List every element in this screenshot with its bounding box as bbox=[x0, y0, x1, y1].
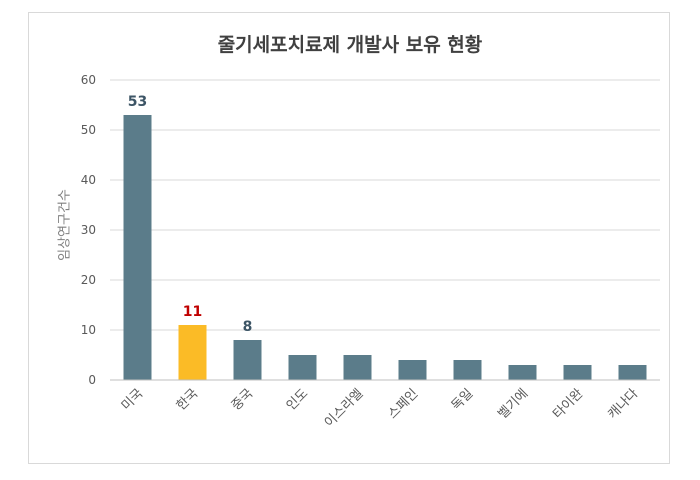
x-tick-label: 인도 bbox=[284, 386, 312, 414]
data-label: 8 bbox=[243, 319, 253, 335]
x-tick-label: 미국 bbox=[119, 386, 147, 414]
y-tick-label: 40 bbox=[81, 173, 96, 187]
x-tick-label: 중국 bbox=[229, 386, 257, 414]
bar bbox=[398, 360, 427, 380]
y-tick-label: 20 bbox=[81, 273, 96, 287]
y-tick-label: 30 bbox=[81, 223, 96, 237]
x-tick-label: 독일 bbox=[449, 386, 477, 414]
data-label: 11 bbox=[183, 304, 202, 320]
x-tick-label: 캐나다 bbox=[605, 386, 641, 422]
bar bbox=[123, 115, 152, 380]
bar bbox=[453, 360, 482, 380]
y-tick-label: 10 bbox=[81, 323, 96, 337]
y-tick-label: 50 bbox=[81, 123, 96, 137]
bar bbox=[178, 325, 207, 380]
bar bbox=[233, 340, 262, 380]
chart-title: 줄기세포치료제 개발사 보유 현황 bbox=[217, 34, 483, 56]
bar bbox=[563, 365, 592, 380]
y-tick-label: 60 bbox=[81, 73, 96, 87]
data-label: 53 bbox=[128, 94, 147, 110]
x-tick-label: 한국 bbox=[174, 386, 202, 414]
bar bbox=[508, 365, 537, 380]
x-tick-label: 이스라엘 bbox=[322, 386, 366, 430]
bar bbox=[343, 355, 372, 380]
x-tick-label: 벨기에 bbox=[495, 386, 531, 422]
bar bbox=[288, 355, 317, 380]
x-tick-label: 타이완 bbox=[550, 386, 586, 422]
bar bbox=[618, 365, 647, 380]
x-tick-label: 스페인 bbox=[385, 386, 421, 422]
y-tick-label: 0 bbox=[88, 373, 96, 387]
